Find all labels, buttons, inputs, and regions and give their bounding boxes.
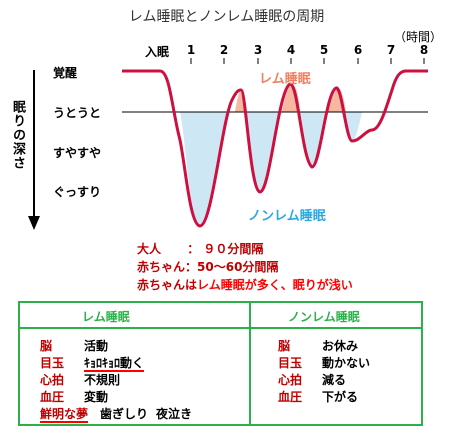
row-key: 心拍: [278, 373, 303, 387]
depth-arrow-head: [28, 216, 40, 230]
rem-row: 脳 活動: [40, 337, 108, 354]
depth-axis-label: 眠りの深さ: [10, 100, 25, 170]
row-key: 目玉: [278, 356, 303, 370]
rem-row: 目玉 ｷｮﾛｷｮﾛ動く: [40, 354, 145, 372]
hour-tick: 2: [219, 43, 229, 57]
note-adult: 大人 ： ９０分間隔: [137, 240, 263, 257]
hours-axis-label: （時間）: [394, 30, 443, 44]
row-value: 下がる: [322, 390, 359, 404]
note-sep: ：: [185, 260, 198, 274]
nrem-row: 脳 お休み: [278, 337, 358, 354]
level-deep: ぐっすり: [53, 185, 102, 199]
rem-fill: [235, 85, 346, 112]
rem-label: レム睡眠: [259, 72, 311, 87]
sleep-cycle-chart: [28, 58, 428, 230]
nrem-row: 心拍 減る: [278, 371, 346, 388]
rem-row: 血圧 変動: [40, 388, 108, 405]
hour-tick: 入眠: [144, 45, 170, 59]
level-drowsy: うとうと: [53, 106, 102, 120]
rem-row: 心拍 不規則: [40, 371, 120, 388]
nrem-row: 血圧 下がる: [278, 388, 358, 405]
note-baby: 赤ちゃん：50～60分間隔: [137, 258, 278, 275]
nrem-row: 目玉 動かない: [278, 354, 370, 371]
hour-tick: 3: [253, 43, 263, 57]
row-key: 目玉: [40, 356, 65, 370]
rem-box-title: レム睡眠: [82, 310, 130, 324]
rem-row-dream: 鮮明な夢 歯ぎしり 夜泣き: [40, 405, 193, 423]
row-key: 心拍: [40, 373, 65, 387]
note-value: ９０分間隔: [203, 242, 264, 256]
note-key: 赤ちゃん: [137, 260, 186, 274]
row-key: 鮮明な夢: [40, 407, 89, 423]
sleep-curve: [122, 69, 428, 228]
note-baby-rem: 赤ちゃんはレム睡眠が多く、眠りが浅い: [137, 276, 353, 293]
hour-tick: 4: [286, 43, 296, 57]
row-value: 歯ぎしり: [100, 407, 149, 421]
table-header-line: [20, 327, 421, 329]
row-key: 血圧: [40, 390, 65, 404]
row-value: 活動: [84, 339, 109, 353]
row-value: ｷｮﾛｷｮﾛ動く: [84, 356, 145, 372]
nrem-box-title: ノンレム睡眠: [288, 310, 360, 324]
note-value: 50～60分間隔: [197, 260, 279, 274]
note-prefix: 赤ちゃんは: [137, 278, 198, 292]
table-divider: [249, 303, 251, 424]
row-value: 減る: [322, 373, 347, 387]
row-key: 脳: [40, 339, 53, 353]
row-value: 夜泣き: [156, 407, 193, 421]
hour-tick: 8: [419, 43, 429, 57]
level-awake: 覚醒: [53, 66, 78, 80]
row-value: 変動: [84, 390, 109, 404]
hour-tick: 5: [319, 43, 329, 57]
hour-tick: 6: [353, 43, 363, 57]
diagram-title: レム睡眠とノンレム睡眠の周期: [128, 9, 325, 25]
hour-tick: 7: [386, 43, 396, 57]
row-value: お休み: [322, 339, 359, 353]
hour-tick: 1: [186, 43, 196, 57]
row-key: 血圧: [278, 390, 303, 404]
nrem-fill: [165, 111, 362, 226]
level-asleep: すやすや: [53, 146, 102, 160]
row-value: 不規則: [84, 373, 121, 387]
note-key: 大人: [137, 242, 162, 256]
row-value: 動かない: [322, 356, 371, 370]
note-highlight: レム睡眠が多く、眠りが浅い: [197, 278, 353, 292]
row-key: 脳: [278, 339, 291, 353]
comparison-table: レム睡眠 ノンレム睡眠 脳 活動 目玉 ｷｮﾛｷｮﾛ動く 心拍 不規則 血圧 変動 鮮明…: [18, 301, 423, 426]
note-sep: ：: [187, 242, 200, 256]
nrem-label: ノンレム睡眠: [248, 209, 326, 224]
